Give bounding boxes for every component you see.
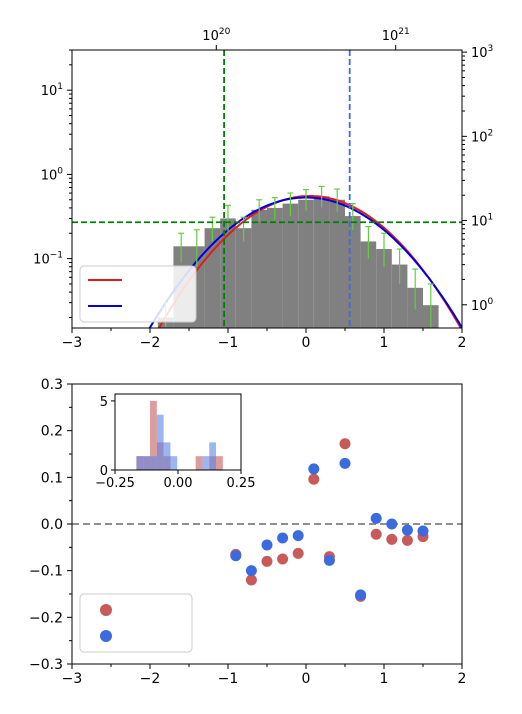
ln-residual-point — [339, 438, 351, 450]
residual-x-tick-label: 2 — [458, 671, 467, 687]
inset-lnpl-bar — [163, 442, 171, 470]
residual-y-tick-label: −0.2 — [29, 610, 63, 626]
histogram-bar — [282, 203, 299, 328]
residual-x-tick-label: −1 — [218, 671, 239, 687]
histogram-bar — [345, 216, 361, 328]
y-tick-label: 101 — [41, 82, 63, 99]
ln-residual-point — [277, 553, 289, 565]
lnpl-residual-point — [401, 524, 413, 536]
right-y-tick-label: 101 — [471, 213, 493, 230]
right-y-tick-label: 100 — [471, 297, 494, 314]
lnpl-residual-point — [261, 539, 273, 551]
inset-ln-bar — [195, 456, 203, 470]
inset-lnpl-bar — [150, 456, 157, 470]
lnpl-residual-point — [292, 530, 304, 542]
residual-x-tick-label: −3 — [62, 671, 83, 687]
residual-legend-frame — [79, 593, 193, 653]
residual-panel: −3 −2 −1 0 1 2−0.3−0.2−0.10.00.10.20.3 −0.25 0… — [29, 377, 466, 687]
lnpl-residual-point — [245, 565, 257, 577]
inset-lnpl-bar — [143, 456, 151, 470]
ln-residual-point — [401, 534, 413, 546]
lnpl-residual-point — [386, 518, 398, 530]
ln-residual-point — [308, 473, 320, 485]
lnpl-residual-point — [323, 554, 335, 566]
ln-fit-curve — [157, 195, 462, 328]
histogram-bar — [298, 199, 314, 328]
histogram-bar — [204, 228, 221, 328]
inset-x-tick-label: −0.25 — [95, 476, 135, 491]
inset-x-tick-label: 0.00 — [164, 476, 193, 491]
ln-residual-point — [386, 533, 398, 545]
pdf-axes: −3 −2 −1 0 1 2 10−1 100 101 1020 1021 100 101 102 103 — [33, 27, 493, 351]
legend-lnpl-marker — [100, 630, 112, 642]
histogram-bar — [267, 207, 283, 328]
pdf-panel: −3 −2 −1 0 1 2 10−1 100 101 1020 1021 100 101 102 103 — [33, 27, 493, 351]
pdf-legend — [79, 265, 197, 323]
x-tick-label: −1 — [218, 335, 239, 351]
residual-y-tick-label: 0.1 — [41, 470, 63, 486]
right-y-tick-label: 102 — [471, 128, 493, 145]
histogram-bar — [251, 209, 267, 328]
inset-axes: −0.25 0.00 0.25 0 5 — [95, 395, 255, 491]
lnpl-residual-point — [308, 463, 320, 475]
y-tick-label: 10−1 — [33, 251, 63, 268]
x-tick-label: −3 — [62, 335, 83, 351]
histogram-bar — [220, 218, 236, 328]
inset-lnpl-bar — [209, 442, 217, 470]
inset-lnpl-bar — [136, 456, 144, 470]
residual-y-tick-label: 0.2 — [41, 424, 63, 440]
residual-inset: −0.25 0.00 0.25 0 5 — [95, 393, 255, 491]
ln-residual-point — [245, 574, 257, 586]
lnpl-residual-point — [370, 512, 382, 524]
x-tick-label: 2 — [458, 335, 467, 351]
right-y-tick-label: 103 — [471, 44, 493, 61]
residual-axes: −3 −2 −1 0 1 2 −0.3 −0.2 −0.1 0.0 0.1 0.2 0.3 — [29, 377, 466, 687]
histogram-bar — [391, 264, 408, 328]
inset-lnpl-bar — [202, 456, 210, 470]
lnpl-residual-point — [417, 525, 429, 537]
lnpl-residual-point — [355, 589, 367, 601]
ln-residual-point — [370, 528, 382, 540]
inset-y-tick-label: 0 — [100, 464, 108, 479]
x-tick-label: −2 — [140, 335, 161, 351]
residual-y-tick-label: 0.3 — [41, 377, 63, 393]
histogram-bar — [235, 228, 252, 328]
lnpl-residual-point — [339, 457, 351, 469]
residual-legend — [79, 593, 193, 653]
x-tick-label: 1 — [380, 335, 389, 351]
histogram-bar — [329, 199, 345, 328]
residual-x-tick-label: −2 — [140, 671, 161, 687]
pdf-legend-frame — [79, 265, 197, 323]
ln-residual-point — [261, 555, 273, 567]
lnpl-residual-point — [277, 532, 289, 544]
y-tick-label: 100 — [41, 166, 64, 183]
residual-y-tick-label: −0.3 — [29, 657, 63, 673]
inset-x-tick-label: 0.25 — [227, 476, 256, 491]
residual-x-tick-label: 0 — [302, 671, 311, 687]
histogram-bar — [360, 241, 377, 328]
histogram-bar — [376, 249, 392, 328]
histogram-bar — [313, 196, 330, 328]
legend-ln-marker — [100, 604, 112, 616]
pdf-plot-area — [72, 50, 462, 328]
inset-y-tick-label: 5 — [100, 395, 108, 410]
lnpl-fit-curve — [148, 196, 462, 328]
residual-x-tick-label: 1 — [380, 671, 389, 687]
residual-y-tick-label: −0.1 — [29, 564, 63, 580]
residual-y-tick-label: 0.0 — [41, 517, 63, 533]
residual-plot-area — [72, 438, 462, 602]
x-tick-label: 0 — [302, 335, 311, 351]
inset-lnpl-bar — [156, 414, 164, 470]
ln-residual-point — [292, 547, 304, 559]
top-x-tick-label: 1021 — [382, 27, 410, 44]
inset-ln-bar — [150, 400, 157, 470]
inset-lnpl-bar — [170, 456, 178, 470]
top-x-tick-label: 1020 — [202, 27, 230, 44]
lnpl-residual-point — [230, 550, 242, 562]
inset-ln-bar — [216, 456, 223, 470]
inset-plot-area — [136, 400, 223, 470]
